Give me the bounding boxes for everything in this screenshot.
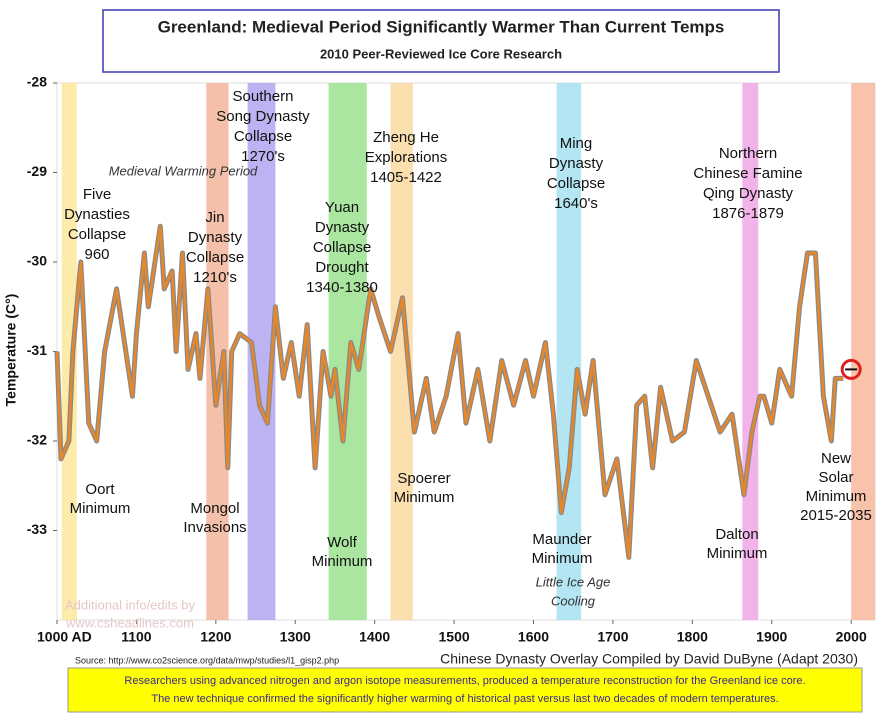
annotation: Collapse — [68, 226, 126, 243]
annotation: Spoerer — [397, 470, 450, 487]
x-tick-label: 1700 — [597, 629, 628, 645]
x-tick-label: 1400 — [359, 629, 390, 645]
annotation: 1876-1879 — [712, 205, 784, 222]
annotation: Oort — [85, 481, 115, 498]
annotation: Chinese Famine — [693, 165, 802, 182]
annotation: 2015-2035 — [800, 507, 872, 524]
chart-subtitle: 2010 Peer-Reviewed Ice Core Research — [320, 46, 562, 61]
period-band — [556, 83, 582, 620]
annotation: Qing Dynasty — [703, 185, 794, 202]
annotation: Dynasty — [315, 219, 370, 236]
annotation: Dynasty — [549, 155, 604, 172]
annotation: Southern — [233, 88, 294, 105]
annotation: Little Ice Age — [536, 574, 611, 589]
annotation: New — [821, 450, 851, 467]
annotation: Cooling — [551, 593, 596, 608]
watermark: Additional info/edits by — [65, 597, 196, 612]
annotation: Five — [83, 186, 111, 203]
y-tick-label: -32 — [27, 432, 47, 448]
title-box — [102, 9, 780, 73]
footer-line: Researchers using advanced nitrogen and … — [124, 675, 805, 687]
period-band — [851, 83, 875, 620]
series-line — [55, 224, 844, 559]
annotation: Minimum — [394, 489, 455, 506]
x-tick-label: 1000 AD — [37, 629, 92, 645]
x-tick-label: 2000 — [836, 629, 867, 645]
annotation: Maunder — [532, 531, 591, 548]
credit: Chinese Dynasty Overlay Compiled by Davi… — [440, 651, 858, 667]
watermark: www.csheadlines.com — [65, 615, 194, 630]
y-tick-label: -29 — [27, 163, 47, 179]
annotation: 1640's — [554, 195, 598, 212]
annotation: Minimum — [806, 488, 867, 505]
annotation: Zheng He — [373, 129, 439, 146]
annotation: 1340-1380 — [306, 279, 378, 296]
annotation: Minimum — [532, 550, 593, 567]
annotation: Minimum — [70, 500, 131, 517]
annotation: Explorations — [365, 149, 448, 166]
annotation: Dalton — [715, 526, 758, 543]
footer-line: The new technique confirmed the signific… — [151, 693, 778, 705]
annotation: Invasions — [183, 519, 246, 536]
annotation: Ming — [560, 135, 593, 152]
footer-box — [67, 667, 863, 713]
chart-title: Greenland: Medieval Period Significantly… — [158, 17, 725, 36]
annotation: Solar — [818, 469, 853, 486]
x-tick-label: 1200 — [200, 629, 231, 645]
source: Source: http://www.co2science.org/data/m… — [75, 655, 339, 665]
x-tick-label: 1800 — [677, 629, 708, 645]
annotation: Minimum — [707, 545, 768, 562]
y-tick-label: -31 — [27, 342, 47, 358]
current-marker — [840, 358, 862, 380]
annotation: Dynasties — [64, 206, 130, 223]
annotation: Northern — [719, 145, 777, 162]
annotation: Song Dynasty — [216, 108, 310, 125]
y-tick-label: -30 — [27, 253, 47, 269]
annotation: Medieval Warming Period — [109, 163, 258, 178]
period-band — [206, 83, 229, 620]
annotation: Jin — [205, 209, 224, 226]
y-tick-label: -28 — [27, 74, 47, 90]
y-axis-label: Temperature (C°) — [3, 294, 19, 407]
period-band — [61, 83, 77, 620]
annotation: Minimum — [312, 553, 373, 570]
annotation: 1270's — [241, 148, 285, 165]
annotation: Wolf — [327, 534, 358, 551]
x-tick-label: 1900 — [756, 629, 787, 645]
annotation: Mongol — [190, 500, 239, 517]
x-tick-label: 1300 — [280, 629, 311, 645]
annotation: Collapse — [234, 128, 292, 145]
annotation: Dynasty — [188, 229, 243, 246]
x-tick-label: 1500 — [439, 629, 470, 645]
x-tick-label: 1100 — [121, 629, 152, 645]
annotation: Yuan — [325, 199, 359, 216]
y-tick-label: -33 — [27, 521, 47, 537]
annotation: 1210's — [193, 269, 237, 286]
annotation: 1405-1422 — [370, 169, 442, 186]
annotation: 960 — [84, 246, 109, 263]
annotation: Collapse — [186, 249, 244, 266]
period-band — [390, 83, 413, 620]
x-tick-label: 1600 — [518, 629, 549, 645]
annotation: Drought — [315, 259, 369, 276]
annotation: Collapse — [547, 175, 605, 192]
annotation: Collapse — [313, 239, 371, 256]
